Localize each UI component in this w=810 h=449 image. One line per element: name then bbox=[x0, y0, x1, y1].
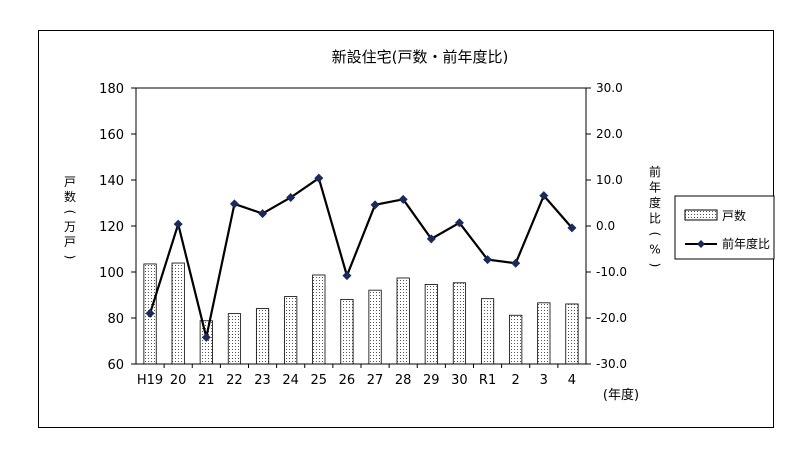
y2-axis-label: 前年度比 (%) bbox=[648, 164, 662, 267]
y2-tick-label: -20.0 bbox=[596, 311, 627, 325]
line-layer bbox=[145, 173, 577, 342]
y2-tick-label: 10.0 bbox=[596, 173, 623, 187]
y-tick-label: 60 bbox=[107, 358, 124, 373]
legend-line-marker bbox=[697, 240, 705, 248]
y-axis-label-char: 戸 bbox=[64, 175, 76, 189]
line-point-H19 bbox=[145, 308, 155, 318]
x-tick-label: R1 bbox=[479, 373, 496, 388]
bar-24 bbox=[284, 296, 298, 365]
x-tick-label: 23 bbox=[254, 373, 271, 388]
y2-tick-label: -10.0 bbox=[596, 265, 627, 279]
y-tick-label: 140 bbox=[99, 174, 124, 189]
chart-title: 新設住宅(戸数・前年度比) bbox=[332, 48, 509, 66]
x-tick-label: 30 bbox=[451, 373, 468, 388]
x-tick-label: 28 bbox=[395, 373, 412, 388]
x-tick-label: 25 bbox=[311, 373, 328, 388]
x-tick-label: 20 bbox=[170, 373, 187, 388]
y-tick-label: 100 bbox=[99, 266, 124, 281]
legend-bar-label: 戸数 bbox=[722, 208, 746, 223]
line-point-23 bbox=[258, 209, 268, 219]
line-point-27 bbox=[370, 200, 380, 210]
line-point-2 bbox=[511, 258, 521, 268]
line-point-28 bbox=[398, 194, 408, 204]
bar-20 bbox=[171, 262, 185, 365]
x-tick-label: 22 bbox=[226, 373, 243, 388]
bar-3 bbox=[537, 302, 551, 365]
line-point-24 bbox=[286, 192, 296, 202]
line-point-29 bbox=[426, 234, 436, 244]
bar-2 bbox=[509, 314, 523, 365]
y2-tick-label: -30.0 bbox=[596, 357, 627, 371]
bars-layer bbox=[143, 262, 579, 365]
x-tick-label: 21 bbox=[198, 373, 215, 388]
bar-25 bbox=[312, 274, 326, 365]
line-point-20 bbox=[173, 219, 183, 229]
y-axis-label-char: 戸 bbox=[64, 235, 76, 249]
bar-26 bbox=[340, 298, 354, 365]
bar-4 bbox=[565, 303, 579, 365]
bar-29 bbox=[424, 284, 438, 365]
bar-23 bbox=[255, 308, 270, 365]
y2-axis-label-char: ) bbox=[648, 263, 662, 268]
line-point-3 bbox=[539, 191, 549, 201]
labels-layer: 60 80 100 120 140 160 180 -30.0 -20.0 -10.0 0.0 10.… bbox=[63, 81, 662, 403]
legend-box bbox=[674, 195, 775, 260]
y2-axis-label-char: 度 bbox=[649, 195, 661, 210]
y2-axis-label-char: 比 bbox=[649, 212, 661, 226]
line-point-21 bbox=[201, 332, 211, 342]
line-point-25 bbox=[314, 173, 324, 183]
x-tick-label: 3 bbox=[540, 373, 548, 388]
x-axis-label: (年度) bbox=[603, 387, 639, 403]
y-tick-label: 180 bbox=[99, 82, 124, 97]
line-point-4 bbox=[567, 223, 577, 233]
y-tick-label: 80 bbox=[107, 312, 124, 327]
axes-layer bbox=[131, 87, 591, 368]
y2-tick-label: 20.0 bbox=[596, 127, 623, 141]
y2-tick-label: 30.0 bbox=[596, 81, 623, 95]
x-tick-label: 2 bbox=[512, 373, 520, 388]
y2-axis-label-char: % bbox=[649, 243, 660, 257]
x-tick-label: 29 bbox=[423, 373, 440, 388]
y2-axis-label-char: 年 bbox=[649, 181, 661, 195]
bar-28 bbox=[396, 277, 410, 365]
bar-22 bbox=[227, 313, 242, 365]
y2-tick-label: 0.0 bbox=[596, 219, 615, 233]
line-point-26 bbox=[342, 271, 352, 281]
line-point-R1 bbox=[483, 255, 493, 265]
legend-line-label: 前年度比 bbox=[722, 236, 770, 251]
y-axis-label-char: ( bbox=[63, 210, 77, 215]
y-tick-label: 160 bbox=[99, 128, 124, 143]
x-tick-label: 26 bbox=[339, 373, 356, 388]
bar-R1 bbox=[480, 298, 495, 365]
bar-30 bbox=[452, 282, 467, 365]
y-axis-label-char: 万 bbox=[64, 220, 76, 234]
y2-axis-label-char: ( bbox=[648, 232, 662, 237]
y-axis-label: 戸数(万戸) bbox=[63, 175, 77, 259]
bar-21 bbox=[199, 320, 213, 365]
y-axis-label-char: ) bbox=[63, 255, 77, 260]
y-tick-label: 120 bbox=[99, 220, 124, 235]
line-point-22 bbox=[229, 199, 239, 209]
bar-27 bbox=[368, 289, 382, 365]
line-series bbox=[149, 177, 573, 339]
y-axis-label-char: 数 bbox=[64, 189, 76, 204]
line-point-30 bbox=[454, 218, 464, 228]
legend: 戸数 前年度比 bbox=[674, 195, 775, 260]
y2-axis-label-char: 前 bbox=[649, 164, 661, 179]
x-tick-label: 24 bbox=[282, 373, 299, 388]
x-tick-label: H19 bbox=[137, 373, 163, 388]
legend-bar-swatch bbox=[684, 209, 718, 221]
x-tick-label: 27 bbox=[367, 373, 384, 388]
x-tick-label: 4 bbox=[568, 373, 576, 388]
